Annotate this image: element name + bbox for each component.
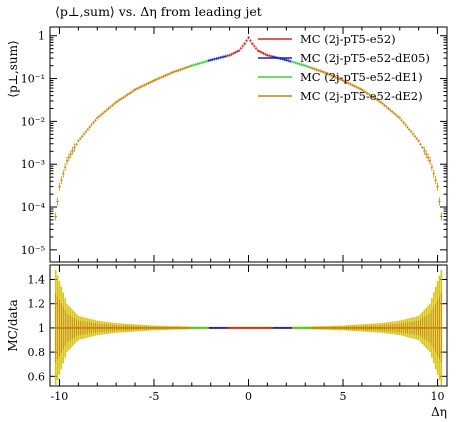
ratio-point (380, 327, 382, 329)
legend-label: MC (2j-pT5-e52-dE2) (300, 89, 423, 103)
ratio-plot-frame (49, 264, 448, 387)
ratio-point (66, 327, 68, 329)
data-point (58, 185, 61, 188)
data-point (134, 88, 136, 91)
x-tick-label: -5 (149, 390, 160, 403)
ratio-y-tick-label: 1.4 (28, 274, 46, 287)
legend-label: MC (2j-pT5-e52) (300, 32, 396, 46)
data-point (285, 59, 288, 61)
y-tick-label: 1 (38, 30, 45, 43)
ratio-point (398, 327, 401, 329)
ratio-point (115, 327, 117, 329)
data-point (115, 101, 118, 104)
ratio-point (172, 327, 174, 329)
data-point (238, 49, 240, 52)
x-tick-label: 0 (245, 390, 252, 403)
y-tick-label: 10⁻³ (21, 158, 45, 171)
data-point (153, 79, 155, 82)
data-point (77, 140, 80, 142)
chart-title: ⟨p⊥,sum⟩ vs. Δη from leading jet (55, 4, 262, 19)
data-point (54, 215, 57, 218)
data-point (96, 117, 99, 119)
x-tick-label: -10 (51, 390, 69, 403)
ratio-point (266, 327, 269, 329)
y-tick-label: 10⁻⁵ (21, 244, 45, 257)
y-tick-label: 10⁻¹ (21, 73, 45, 86)
ratio-y-tick-label: 0.6 (28, 370, 46, 383)
data-point (209, 59, 212, 61)
data-point (66, 159, 68, 162)
ratio-y-tick-label: 1 (38, 322, 45, 335)
ratio-series (54, 269, 443, 385)
y-tick-label: 10⁻⁴ (21, 201, 46, 214)
ratio-point (361, 327, 363, 329)
ratio-point (323, 327, 325, 329)
ratio-y-tick-label: 1.2 (28, 298, 46, 311)
data-point (228, 54, 231, 57)
data-point (361, 88, 363, 91)
data-point (266, 54, 269, 57)
data-point (243, 42, 246, 45)
ratio-point (247, 327, 250, 329)
ratio-point (190, 327, 193, 329)
data-point (257, 49, 259, 52)
data-point (171, 71, 174, 74)
data-point (379, 101, 382, 104)
ratio-y-tick-label: 0.8 (28, 346, 46, 359)
data-point (304, 64, 307, 67)
data-point (190, 64, 193, 67)
ratio-point (77, 327, 80, 329)
data-point (417, 140, 420, 142)
data-point (251, 42, 254, 45)
data-point (323, 71, 326, 74)
ratio-point (304, 327, 307, 329)
data-point (436, 185, 439, 188)
x-tick-label: 5 (340, 390, 347, 403)
ratio-point (96, 327, 99, 329)
main-panel: 1 10⁻¹ 10⁻² 10⁻³ 10⁻⁴ 10⁻⁵ ⟨p⊥,sum⟩ MC (2j-pT5-… (6, 26, 448, 263)
ratio-point (228, 327, 231, 329)
ratio-point (429, 327, 431, 329)
ratio-point (285, 327, 288, 329)
ratio-y-axis-label: MC/data (6, 299, 20, 351)
data-point (342, 79, 344, 82)
ratio-panel: -10 -5 0 5 10 0.6 0.8 1 1.2 1.4 MC/data Δη (6, 264, 448, 419)
x-tick-label: 10 (431, 390, 445, 403)
y-axis-label: ⟨p⊥,sum⟩ (6, 40, 20, 97)
data-point (398, 117, 401, 119)
ratio-point (417, 327, 420, 329)
ratio-point (209, 327, 212, 329)
legend-label: MC (2j-pT5-e52-dE05) (300, 51, 430, 65)
ratio-point (440, 327, 443, 329)
data-point (429, 159, 431, 162)
data-point (247, 36, 250, 39)
ratio-point (153, 327, 155, 329)
x-axis-label: Δη (431, 405, 447, 419)
ratio-point (54, 327, 57, 329)
y-tick-label: 10⁻² (21, 115, 45, 128)
data-point (440, 215, 443, 218)
ratio-point (134, 327, 136, 329)
legend: MC (2j-pT5-e52) MC (2j-pT5-e52-dE05) MC (2… (258, 32, 430, 103)
legend-label: MC (2j-pT5-e52-dE1) (300, 70, 423, 84)
ratio-point (342, 327, 344, 329)
data-series (54, 36, 443, 221)
